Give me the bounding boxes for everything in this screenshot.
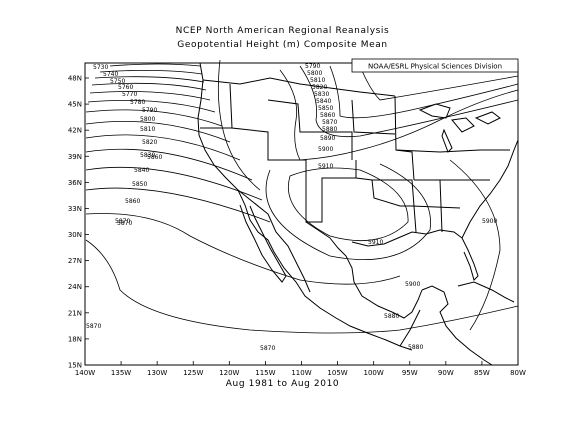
lon-label: 110W <box>291 369 311 377</box>
latitude-axis: 48N 45N 42N 39N 36N 33N 30N 27N 24N 21N 18N 15N <box>68 75 89 370</box>
contour-label: 5850 <box>132 181 147 188</box>
contour-label: 5910 <box>318 163 333 170</box>
contour-label: 5870 <box>260 345 275 352</box>
credit-box <box>351 58 519 73</box>
contour-label: 5870 <box>86 323 101 330</box>
contour-label: 5830 <box>140 152 155 159</box>
lon-label: 90W <box>438 369 454 377</box>
map-subtitle: Aug 1981 to Aug 2010 <box>225 379 340 389</box>
contour-label: 5740 <box>103 71 118 78</box>
lon-label: 130W <box>147 369 167 377</box>
lat-label: 36N <box>68 179 82 187</box>
contour-label: 5880 <box>322 126 337 133</box>
lat-label: 18N <box>68 335 82 343</box>
contour-label: 5760 <box>118 84 133 91</box>
map-title-line2: Geopotential Height (m) Composite Mean <box>177 40 388 50</box>
lon-label: 85W <box>474 369 490 377</box>
lat-label: 15N <box>68 362 82 370</box>
lon-label: 140W <box>75 369 95 377</box>
lon-label: 135W <box>111 369 131 377</box>
contour-label: 5730 <box>93 64 108 71</box>
lon-label: 80W <box>510 369 526 377</box>
credit-text: NOAA/ESRL Physical Sciences Division <box>368 63 502 71</box>
contour-label: 5840 <box>316 98 331 105</box>
lat-label: 48N <box>68 75 82 83</box>
contour-label: 5790 <box>142 107 157 114</box>
contour-label: 5790 <box>305 63 320 70</box>
lat-label: 39N <box>68 153 82 161</box>
map-title-line1: NCEP North American Regional Reanalysis <box>175 26 390 36</box>
coastlines <box>197 62 519 366</box>
contour-labels: 5730 5740 5750 5760 5770 5780 5790 5800 … <box>86 63 497 352</box>
contour-label: 5910 <box>368 239 383 246</box>
contour-label: 5840 <box>134 167 149 174</box>
lat-label: 24N <box>68 283 82 291</box>
contour-label: 5870 <box>117 220 132 227</box>
lat-label: 33N <box>68 205 82 213</box>
contour-label: 5820 <box>312 84 327 91</box>
lat-label: 21N <box>68 309 82 317</box>
contour-label: 5820 <box>142 139 157 146</box>
lon-label: 125W <box>183 369 203 377</box>
contour-label: 5890 <box>320 135 335 142</box>
lon-label: 100W <box>364 369 384 377</box>
lat-label: 27N <box>68 257 82 265</box>
political-borders <box>200 77 510 347</box>
contour-label: 5860 <box>125 198 140 205</box>
contour-label: 5850 <box>318 105 333 112</box>
lon-label: 115W <box>255 369 275 377</box>
contour-label: 5770 <box>122 91 137 98</box>
contour-label: 5800 <box>140 116 155 123</box>
lat-label: 45N <box>68 101 82 109</box>
lon-label: 120W <box>219 369 239 377</box>
contour-label: 5870 <box>322 119 337 126</box>
contour-label: 5860 <box>147 154 162 161</box>
lat-label: 42N <box>68 127 82 135</box>
lat-label: 30N <box>68 231 82 239</box>
contour-label: 5750 <box>110 78 125 85</box>
contour-label: 5880 <box>408 344 423 351</box>
contour-label: 5880 <box>384 313 399 320</box>
contour-label: 5900 <box>482 218 497 225</box>
contour-label: 5810 <box>310 77 325 84</box>
contour-label: 5830 <box>314 91 329 98</box>
contour-label: 5900 <box>318 146 333 153</box>
contour-label: 5900 <box>405 281 420 288</box>
lon-label: 105W <box>327 369 347 377</box>
contour-label: 5860 <box>320 112 335 119</box>
contour-label: 5870 <box>115 218 130 225</box>
contour-label: 5780 <box>130 99 145 106</box>
lon-label: 95W <box>402 369 418 377</box>
contour-label: 5810 <box>140 126 155 133</box>
contour-label: 5800 <box>307 70 322 77</box>
longitude-axis: 140W 135W 130W 125W 120W 115W 110W 105W 100W 95W 9… <box>75 361 526 377</box>
height-contours <box>85 59 519 334</box>
